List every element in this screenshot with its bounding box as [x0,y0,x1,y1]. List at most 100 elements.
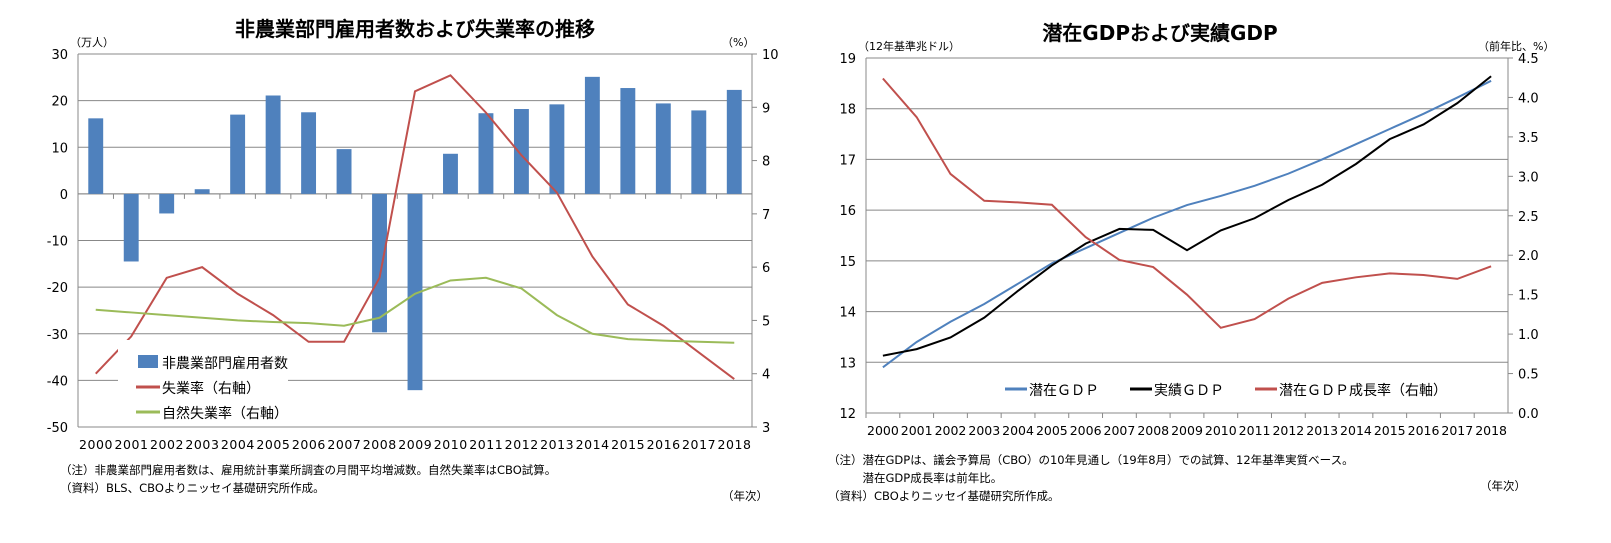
left-tick-label: 16 [839,204,856,219]
legend-label: 非農業部門雇用者数 [162,355,288,372]
x-tick-label: 2006 [1070,423,1102,438]
x-tick-label: 2012 [505,437,538,452]
x-tick-label: 2017 [1441,423,1473,438]
bar-2001 [123,193,139,262]
legend-label: 自然失業率（右軸） [162,405,288,422]
x-tick-label: 2001 [901,423,933,438]
bar-2004 [230,114,246,194]
right-tick-label: 5 [762,314,770,329]
right-tick-label: 0.0 [1518,407,1539,422]
left-tick-label: 12 [839,407,856,422]
x-tick-label: 2014 [1340,423,1372,438]
x-tick-label: 2018 [1475,423,1507,438]
left-tick-label: 13 [839,356,856,371]
series-line [882,77,1492,329]
x-tick-label: 2013 [540,437,573,452]
left-tick-label: 14 [839,306,856,321]
left-axis-unit: （万人） [70,36,114,49]
chart-title: 潜在GDPおよび実績GDP [1042,21,1277,45]
x-tick-label: 2016 [1408,423,1440,438]
x-tick-label: 2018 [718,437,752,452]
left-tick-label: 30 [51,48,68,63]
left-tick-label: -20 [47,281,68,296]
x-tick-label: 2002 [150,437,183,452]
left-axis-unit: （12年基準兆ドル） [858,39,960,53]
x-tick-label: 2002 [935,423,967,438]
legend-label: 潜在ＧＤＰ [1029,383,1099,399]
x-tick-label: 2005 [1036,423,1068,438]
x-tick-label: 2009 [1171,423,1203,438]
left-tick-label: 15 [839,255,856,270]
left-tick-label: -50 [47,421,68,436]
right-tick-label: 8 [762,155,770,170]
x-tick-label: 2010 [1205,423,1237,438]
x-tick-label: 2008 [363,437,397,452]
x-tick-label: 2014 [576,437,610,452]
x-tick-label: 2007 [1104,423,1136,438]
bar-2010 [443,153,458,194]
right-tick-label: 10 [762,48,779,63]
x-tick-label: 2000 [867,423,899,438]
bar-2015 [620,88,636,194]
x-tick-label: 2013 [1306,423,1338,438]
x-tick-label: 2003 [185,437,218,452]
bar-2017 [691,110,707,194]
left-tick-label: 17 [839,153,856,168]
x-axis-unit: （年次） [722,489,768,503]
x-tick-label: 2000 [79,437,113,452]
bar-2016 [655,103,671,194]
left-tick-label: 19 [839,52,856,67]
x-tick-label: 2009 [398,437,432,452]
x-tick-label: 2005 [256,437,289,452]
left-tick-label: 10 [51,141,68,156]
footnote: （資料）CBOよりニッセイ基礎研究所作成。 [828,489,1060,503]
right-axis-unit: （前年比、%） [1478,39,1554,53]
x-tick-label: 2004 [221,437,255,452]
right-tick-label: 7 [762,208,770,223]
legend-label: 潜在ＧＤＰ成長率（右軸） [1279,382,1447,399]
series-line [882,79,1492,369]
x-tick-label: 2016 [647,437,681,452]
left-tick-label: -30 [47,328,68,343]
x-axis-unit: （年次） [1480,479,1526,493]
bar-2002 [159,193,175,214]
x-tick-label: 2015 [1374,423,1406,438]
left-tick-label: -10 [47,235,68,250]
right-tick-label: 0.5 [1518,368,1539,383]
right-tick-label: 9 [762,101,770,116]
x-tick-label: 2015 [611,437,644,452]
bar-2000 [88,118,104,194]
right-tick-label: 4 [762,368,770,383]
bar-2013 [549,104,565,194]
series-line [882,75,1492,357]
right-tick-label: 6 [762,261,770,276]
legend-label: 失業率（右軸） [162,380,260,397]
left-tick-label: -40 [47,374,68,389]
chart-title: 非農業部門雇用者数および失業率の推移 [235,17,595,41]
bar-2011 [478,113,494,194]
right-tick-label: 1.5 [1518,289,1539,304]
bar-2012 [513,109,529,194]
bar-2008 [372,193,387,333]
bar-2014 [584,76,600,194]
bar-2018 [726,89,742,194]
right-tick-label: 1.0 [1518,328,1539,343]
bar-2009 [407,193,423,391]
x-tick-label: 2017 [682,437,715,452]
x-tick-label: 2004 [1002,423,1034,438]
bar-2007 [336,149,352,194]
series-line [95,74,735,380]
right-axis-unit: （%） [722,36,754,49]
right-tick-label: 3 [762,421,770,436]
series-line [95,276,735,344]
x-tick-label: 2011 [469,437,502,452]
left-tick-label: 0 [60,188,68,203]
right-tick-label: 2.0 [1518,249,1539,264]
right-tick-label: 2.5 [1518,210,1539,225]
right-tick-label: 3.0 [1518,170,1539,185]
x-tick-label: 2003 [968,423,1000,438]
legend-label: 実績ＧＤＰ [1154,383,1224,399]
left-tick-label: 20 [51,95,68,110]
legend-swatch [138,355,158,368]
